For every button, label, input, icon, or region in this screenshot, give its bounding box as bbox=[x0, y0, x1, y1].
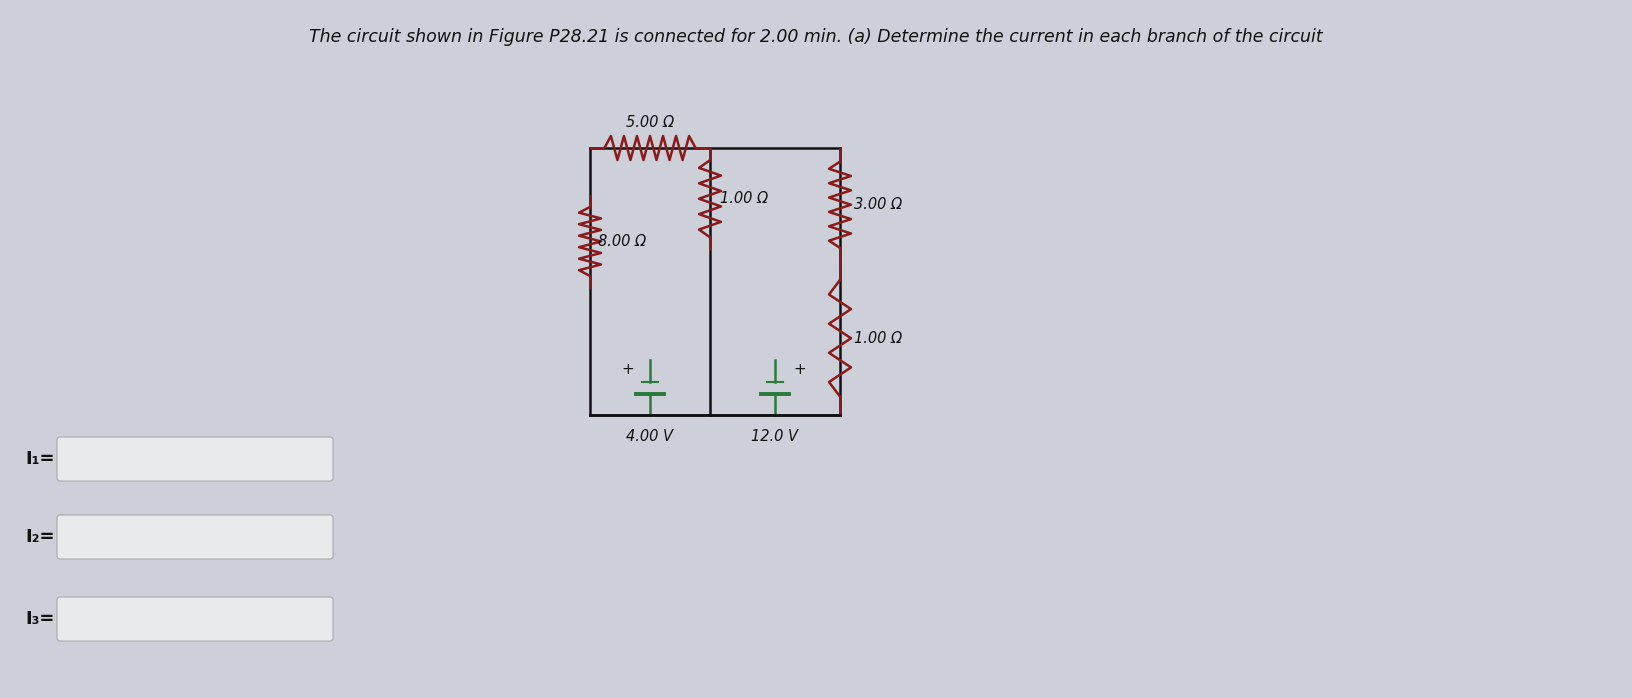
Text: I₃=: I₃= bbox=[26, 610, 55, 628]
Text: I₁=: I₁= bbox=[26, 450, 55, 468]
FancyBboxPatch shape bbox=[57, 515, 333, 559]
Text: 4.00 V: 4.00 V bbox=[627, 429, 672, 444]
Text: +: + bbox=[793, 362, 806, 378]
Text: The circuit shown in Figure P28.21 is connected for 2.00 min. (a) Determine the : The circuit shown in Figure P28.21 is co… bbox=[308, 28, 1322, 46]
FancyBboxPatch shape bbox=[57, 437, 333, 481]
Text: 8.00 Ω: 8.00 Ω bbox=[597, 234, 646, 249]
Text: 1.00 Ω: 1.00 Ω bbox=[720, 191, 767, 206]
Text: 5.00 Ω: 5.00 Ω bbox=[625, 115, 674, 130]
Text: 1.00 Ω: 1.00 Ω bbox=[854, 331, 901, 346]
Text: 12.0 V: 12.0 V bbox=[751, 429, 798, 444]
Text: +: + bbox=[622, 362, 633, 378]
FancyBboxPatch shape bbox=[57, 597, 333, 641]
Text: I₂=: I₂= bbox=[26, 528, 55, 546]
Text: 3.00 Ω: 3.00 Ω bbox=[854, 198, 901, 212]
